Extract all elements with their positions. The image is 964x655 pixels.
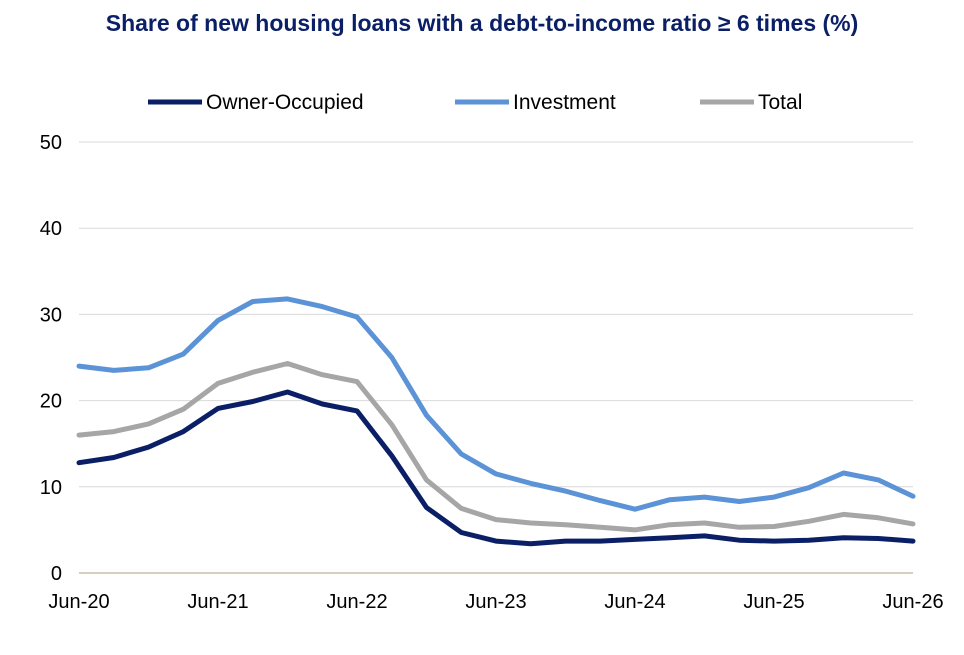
x-tick-label: Jun-20 bbox=[48, 591, 109, 613]
x-axis-ticks: Jun-20 Jun-21 Jun-22 Jun-23 Jun-24 Jun-25 Jun-… bbox=[48, 591, 943, 613]
gridlines bbox=[79, 141, 913, 574]
series-line-investment bbox=[76, 296, 916, 512]
y-axis-ticks: 0 10 20 30 40 50 bbox=[40, 132, 62, 585]
y-tick-label: 10 bbox=[40, 477, 62, 499]
series-line-owner-occupied bbox=[76, 389, 916, 547]
chart-title: Share of new housing loans with a debt-t… bbox=[105, 10, 859, 36]
series-lines bbox=[76, 296, 916, 547]
y-tick-label: 0 bbox=[51, 563, 62, 585]
y-tick-label: 30 bbox=[40, 304, 62, 326]
x-tick-label: Jun-23 bbox=[465, 591, 526, 613]
x-tick-label: Jun-24 bbox=[604, 591, 665, 613]
series-line-total bbox=[76, 361, 916, 533]
x-tick-label: Jun-21 bbox=[187, 591, 248, 613]
y-tick-label: 20 bbox=[40, 391, 62, 413]
x-tick-label: Jun-26 bbox=[882, 591, 943, 613]
legend: Owner-Occupied Investment Total bbox=[148, 91, 802, 114]
legend-label: Investment bbox=[513, 91, 616, 114]
legend-label: Total bbox=[758, 91, 802, 114]
legend-label: Owner-Occupied bbox=[206, 91, 364, 114]
y-tick-label: 40 bbox=[40, 218, 62, 240]
y-tick-label: 50 bbox=[40, 132, 62, 154]
x-tick-label: Jun-22 bbox=[326, 591, 387, 613]
x-tick-label: Jun-25 bbox=[743, 591, 804, 613]
